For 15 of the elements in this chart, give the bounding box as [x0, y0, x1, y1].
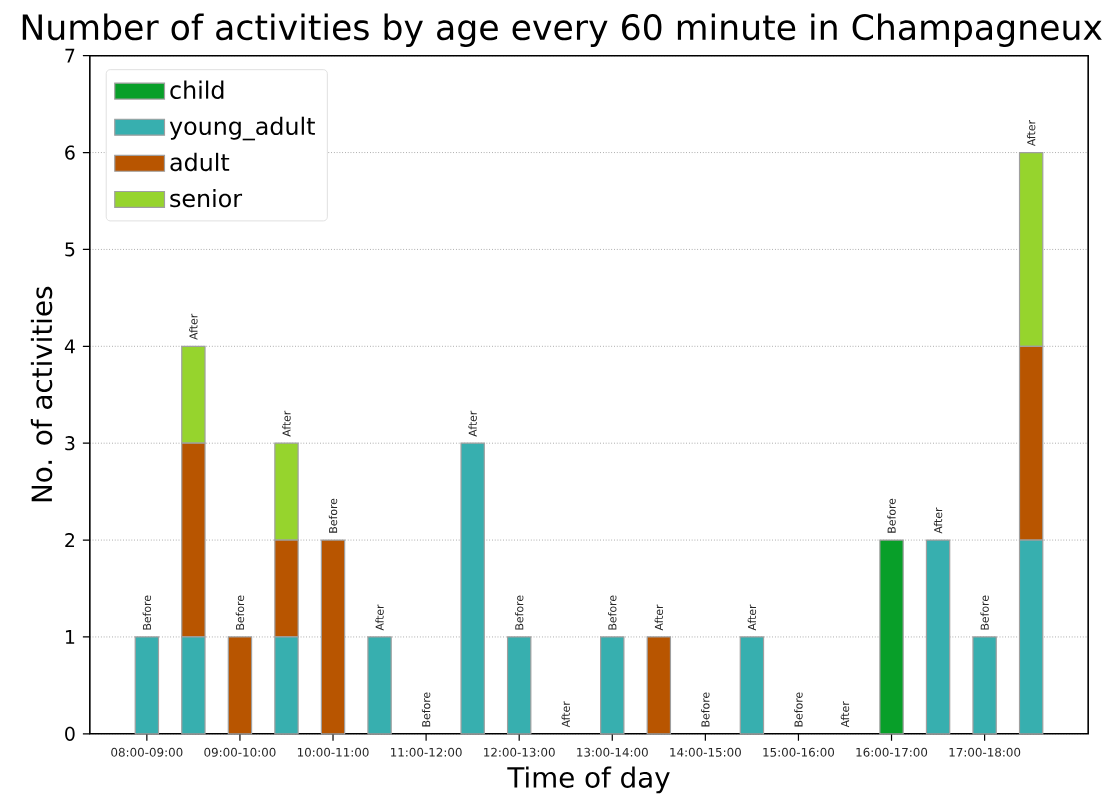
legend-label: senior — [170, 189, 243, 208]
chart-title: Number of activities by age every 60 minute in Champagneux — [22, 13, 1102, 48]
y-tick-label: 3 — [65, 436, 75, 451]
y-tick-label: 6 — [65, 145, 75, 160]
x-axis-title: Time of day — [507, 766, 670, 794]
y-tick-label: 1 — [65, 630, 75, 645]
y-tick-label: 0 — [65, 726, 75, 742]
legend-label: young_adult — [169, 116, 315, 141]
y-tick-label: 2 — [65, 533, 74, 548]
legend-label: child — [170, 80, 224, 100]
y-axis-title: No. of activities — [30, 287, 53, 502]
legend-label: adult — [170, 153, 230, 172]
y-tick-label: 7 — [65, 49, 75, 63]
y-tick-label: 4 — [64, 339, 75, 354]
y-tick-label: 5 — [65, 242, 75, 257]
